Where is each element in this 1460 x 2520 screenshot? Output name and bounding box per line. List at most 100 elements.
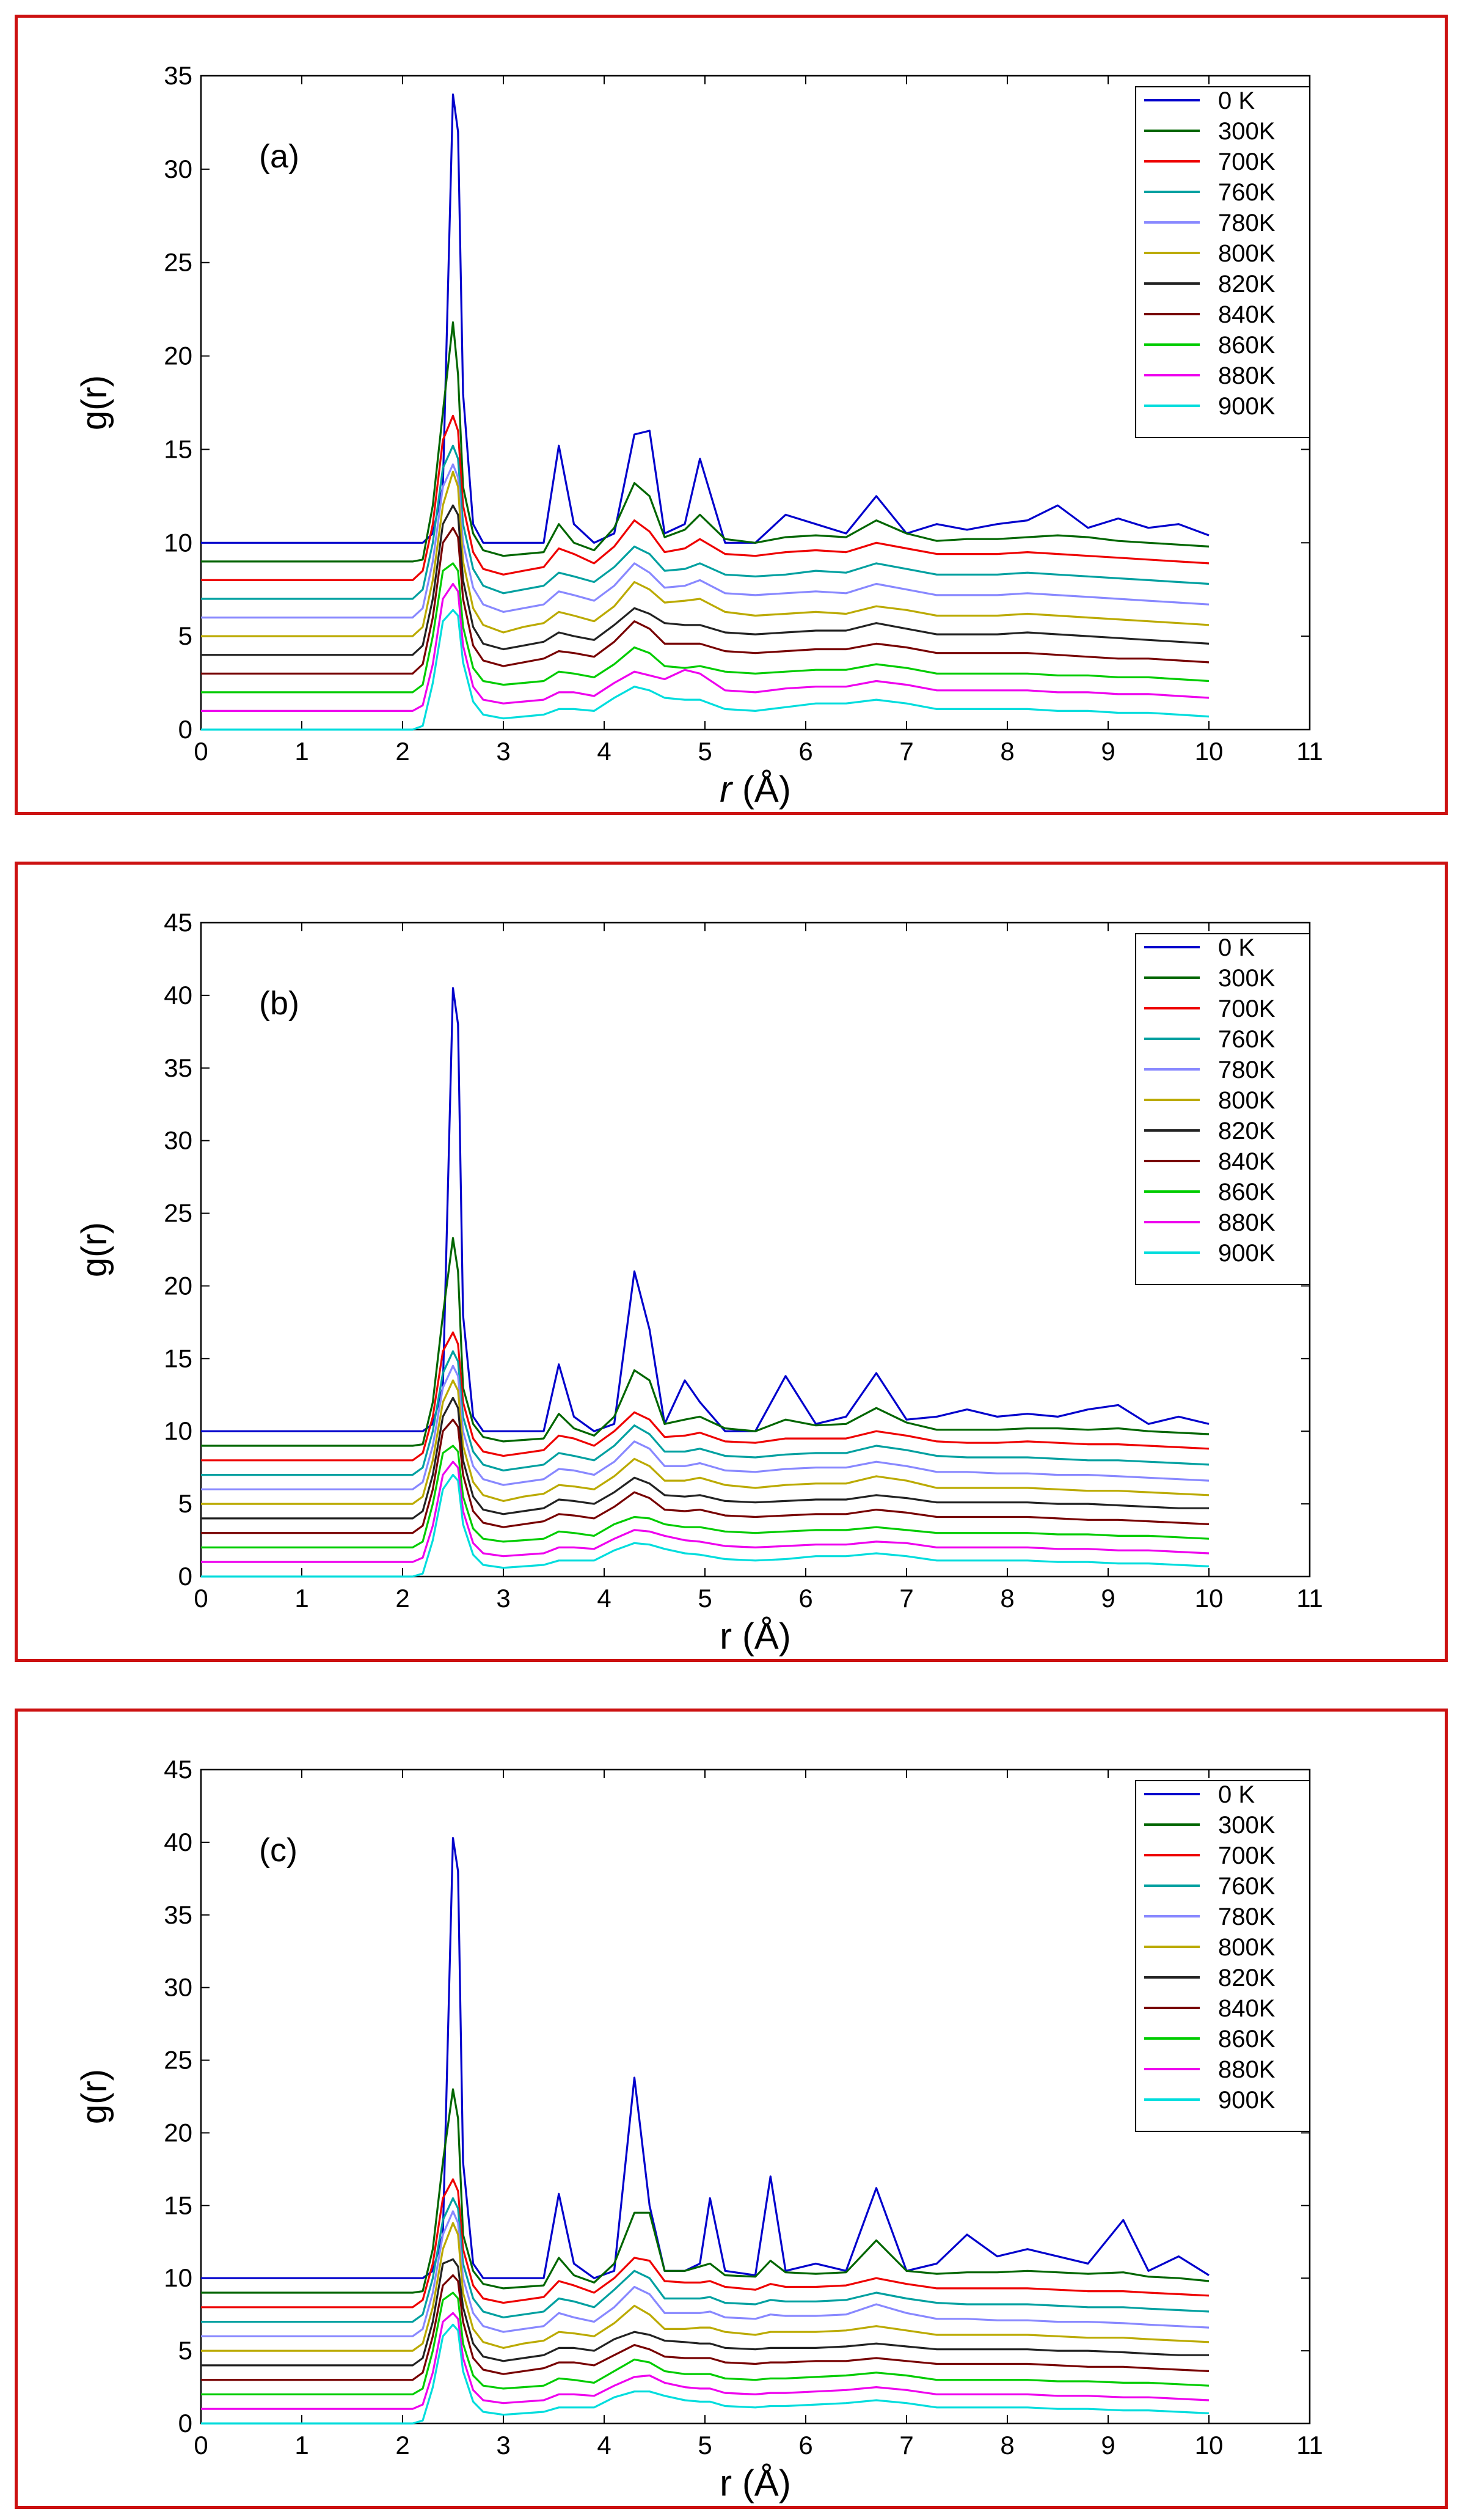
series-line-840k [201, 1418, 1210, 1534]
legend-entry: 0 K [1218, 1781, 1255, 1808]
series-line-0k [201, 1837, 1210, 2279]
legend-entry: 840K [1218, 1995, 1276, 2022]
legend-entry: 780K [1218, 1903, 1276, 1930]
x-tick-label: 6 [798, 737, 812, 766]
x-tick-label: 4 [597, 1584, 611, 1613]
legend-entry: 780K [1218, 1057, 1276, 1083]
x-tick-label: 4 [597, 737, 611, 766]
series-line-840k [201, 527, 1210, 675]
x-tick-label: 2 [395, 1584, 409, 1613]
legend-entry: 300K [1218, 1812, 1276, 1839]
series-line-300k [201, 321, 1210, 563]
x-axis-label: r (Å) [720, 2463, 791, 2504]
series-line-840k [201, 2274, 1210, 2381]
legend-box [1135, 86, 1310, 438]
legend-entry: 900K [1218, 1240, 1276, 1267]
x-tick-label: 9 [1101, 737, 1115, 766]
x-tick-label: 6 [798, 2431, 812, 2460]
x-tick-label: 10 [1195, 1584, 1224, 1613]
series-line-800k [201, 2222, 1210, 2352]
legend-entry: 760K [1218, 1873, 1276, 1900]
x-axis-unit: (Å) [732, 1616, 791, 1657]
legend-entry: 900K [1218, 393, 1276, 420]
y-tick-label: 15 [164, 2191, 192, 2219]
x-axis-unit: (Å) [732, 2463, 791, 2504]
legend-entry: 300K [1218, 118, 1276, 145]
legend-entry: 880K [1218, 2056, 1276, 2083]
series-line-900k [201, 1473, 1210, 1578]
y-axis-label: g(r) [75, 1222, 114, 1277]
series-line-880k [201, 582, 1210, 712]
legend-entry: 700K [1218, 1842, 1276, 1869]
series-line-0k [201, 93, 1210, 544]
x-tick-label: 7 [899, 1584, 913, 1613]
series-line-0k [201, 987, 1210, 1432]
x-axis-variable: r [720, 769, 733, 810]
series-line-900k [201, 609, 1210, 731]
legend-entry: 700K [1218, 148, 1276, 175]
chart-panel-b: 0 1 2 3 4 5 6 7 8 9 10 11 0 5 10 15 20 25 30 35 40 45 r (Å) g(r… [15, 862, 1448, 1662]
x-tick-label: 1 [294, 737, 308, 766]
x-tick-label: 0 [194, 737, 208, 766]
y-tick-label: 5 [178, 1489, 192, 1518]
x-tick-label: 3 [496, 1584, 510, 1613]
legend: 0 K 300K 700K 760K 780K 800K 820K 840K 860K 880K 9… [1135, 86, 1310, 438]
x-tick-label: 3 [496, 737, 510, 766]
x-axis-label: r (Å) [720, 1616, 791, 1657]
legend-entry: 0 K [1218, 934, 1255, 961]
legend-entry: 860K [1218, 2026, 1276, 2053]
y-tick-label: 15 [164, 1344, 192, 1372]
series-line-800k [201, 471, 1210, 637]
panel-label: (a) [259, 138, 299, 175]
series-line-820k [201, 504, 1210, 656]
x-axis-unit: (Å) [732, 769, 791, 810]
y-tick-label: 35 [164, 1053, 192, 1082]
legend-entry: 0 K [1218, 87, 1255, 114]
y-tick-label: 45 [164, 1755, 192, 1784]
x-tick-label: 10 [1195, 737, 1224, 766]
x-tick-label: 8 [1000, 1584, 1014, 1613]
legend-entry: 760K [1218, 1026, 1276, 1053]
legend-box [1135, 1780, 1310, 2132]
legend-entry: 760K [1218, 179, 1276, 206]
rdf-chart-a: 0 1 2 3 4 5 6 7 8 9 10 11 0 5 10 15 20 25 30 35 r (Å) g(r) (a)… [75, 61, 1323, 810]
y-tick-label: 30 [164, 1126, 192, 1155]
series-line-780k [201, 2210, 1210, 2337]
y-tick-label: 20 [164, 342, 192, 370]
legend-entry: 820K [1218, 271, 1276, 298]
x-axis-variable: r [720, 2463, 732, 2504]
legend-entry: 860K [1218, 1179, 1276, 1206]
y-tick-label: 10 [164, 2263, 192, 2292]
y-axis-label: g(r) [75, 2069, 114, 2124]
x-tick-label: 8 [1000, 2431, 1014, 2460]
x-axis-variable: r [720, 1616, 732, 1657]
x-tick-label: 2 [395, 2431, 409, 2460]
y-tick-label: 15 [164, 434, 192, 463]
y-tick-label: 45 [164, 908, 192, 937]
series-line-700k [201, 2178, 1210, 2309]
y-tick-label: 20 [164, 1271, 192, 1300]
plot-area-a: 0 1 2 3 4 5 6 7 8 9 10 11 0 5 10 15 20 25 30 35 r (Å) g(r) (a)… [75, 61, 1323, 810]
legend-entry: 780K [1218, 210, 1276, 236]
x-tick-label: 3 [496, 2431, 510, 2460]
y-tick-label: 25 [164, 248, 192, 277]
legend-entry: 840K [1218, 301, 1276, 328]
legend-entry: 800K [1218, 1934, 1276, 1961]
x-tick-label: 11 [1296, 737, 1323, 766]
series-line-860k [201, 2291, 1210, 2396]
series-line-780k [201, 1364, 1210, 1490]
chart-panel-c: 0 1 2 3 4 5 6 7 8 9 10 11 0 5 10 15 20 25 30 35 40 45 r (Å) g(r… [15, 1709, 1448, 2509]
legend-entry: 880K [1218, 362, 1276, 389]
x-tick-label: 2 [395, 737, 409, 766]
y-tick-label: 10 [164, 528, 192, 557]
y-tick-label: 40 [164, 1828, 192, 1856]
panel-label: (b) [259, 985, 299, 1022]
legend-entry: 820K [1218, 1965, 1276, 1991]
legend-box [1135, 933, 1310, 1285]
legend-entry: 800K [1218, 1087, 1276, 1114]
series-line-900k [201, 2323, 1210, 2425]
x-tick-label: 5 [698, 1584, 712, 1613]
